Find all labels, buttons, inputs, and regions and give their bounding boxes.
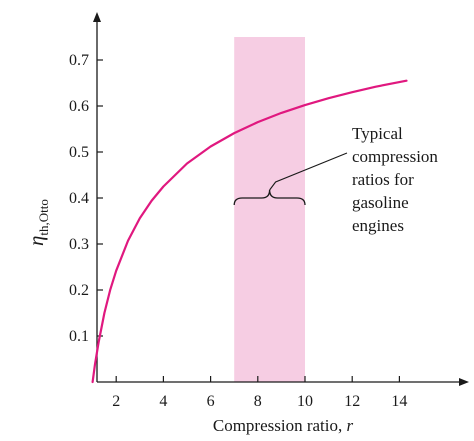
- x-axis-title-variable: r: [347, 416, 354, 435]
- x-tick-label: 6: [207, 393, 215, 410]
- annotation-layer: Typical compression ratios for gasoline engi…: [233, 124, 438, 235]
- annotation-line-0: Typical: [352, 124, 403, 143]
- y-tick-label: 0.5: [69, 144, 89, 161]
- annotation-leader-line: [269, 152, 348, 191]
- y-tick-label: 0.4: [69, 190, 89, 207]
- x-tick-label: 12: [344, 393, 360, 410]
- y-tick-label: 0.2: [69, 282, 89, 299]
- x-tick-label: 14: [391, 393, 407, 410]
- x-axis-arrow: [459, 378, 469, 386]
- y-axis-title-symbol: η: [24, 236, 48, 246]
- x-tick-label: 10: [297, 393, 313, 410]
- x-axis-title: Compression ratio, r: [213, 416, 354, 435]
- x-tick-label: 8: [254, 393, 262, 410]
- y-tick-label: 0.6: [69, 98, 89, 115]
- y-tick-label: 0.1: [69, 328, 89, 345]
- y-axis-arrow: [93, 12, 101, 22]
- efficiency-curve-0: [91, 79, 408, 384]
- x-axis-title-text: Compression ratio,: [213, 416, 347, 435]
- annotation-line-3: gasoline: [352, 193, 409, 212]
- x-tick-label: 4: [159, 393, 167, 410]
- typical-range-band: [234, 37, 305, 382]
- annotation-line-2: ratios for: [352, 170, 414, 189]
- shaded-band-layer: [234, 37, 305, 382]
- y-tick-label: 0.3: [69, 236, 89, 253]
- y-axis-title-subscript: th,Otto: [36, 199, 51, 235]
- curve-layer: [91, 79, 408, 384]
- annotation-line-4: engines: [352, 216, 404, 235]
- axes-layer: 2 4 6 8 10 12 14 0.1 0.2 0.3 0.4 0.5 0.6 0.7 Compressi…: [24, 12, 469, 435]
- x-tick-label: 2: [112, 393, 120, 410]
- annotation-line-1: compression: [352, 147, 438, 166]
- y-tick-label: 0.7: [69, 52, 89, 69]
- y-axis-title: ηth,Otto: [24, 199, 51, 246]
